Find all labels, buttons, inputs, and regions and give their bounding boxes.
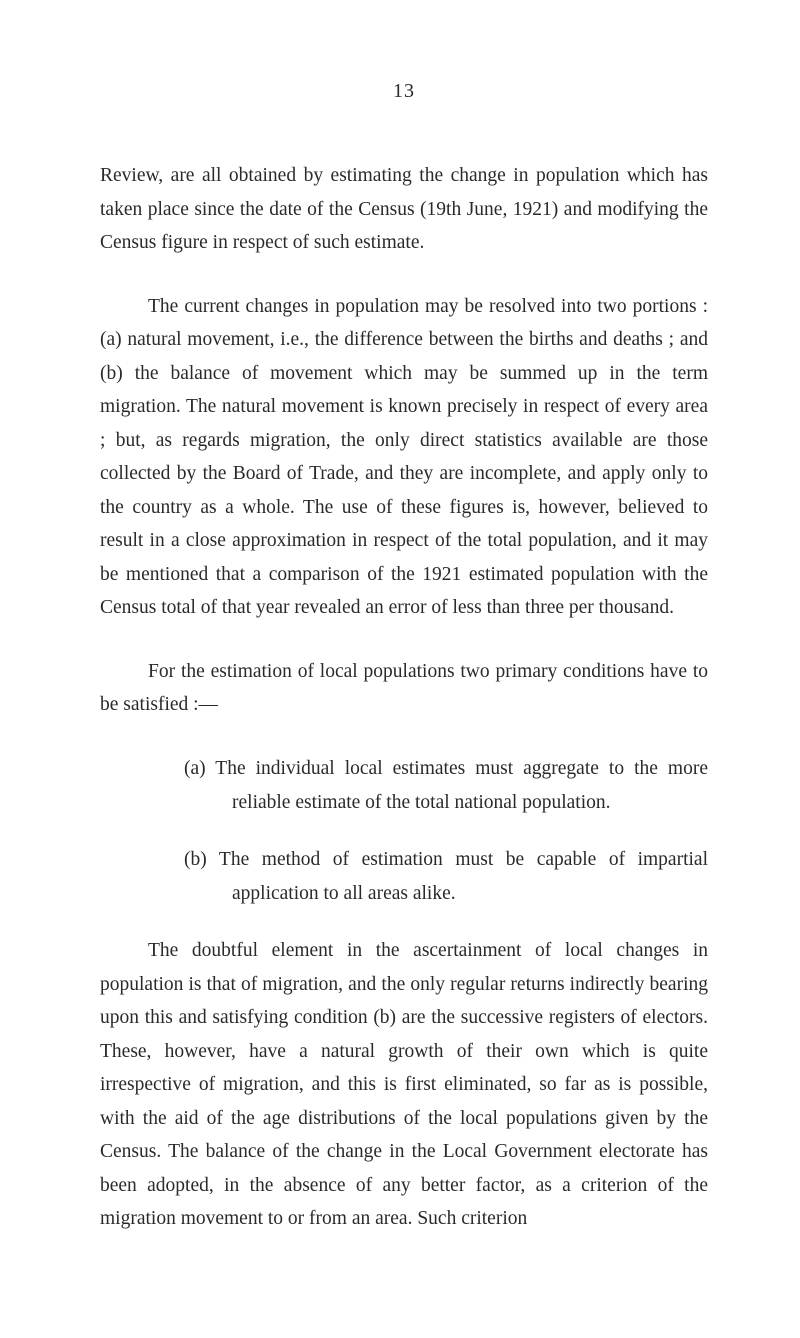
paragraph: For the estimation of local populations … [100,655,708,722]
paragraph: Review, are all obtained by estimating t… [100,159,708,260]
document-page: 13 Review, are all obtained by estimatin… [0,0,800,1338]
list-item-b: (b) The method of estimation must be cap… [100,843,708,910]
paragraph: The doubtful element in the ascertainmen… [100,934,708,1236]
list-item-a: (a) The individual local estimates must … [100,752,708,819]
page-number: 13 [100,80,708,103]
paragraph: The current changes in population may be… [100,290,708,625]
